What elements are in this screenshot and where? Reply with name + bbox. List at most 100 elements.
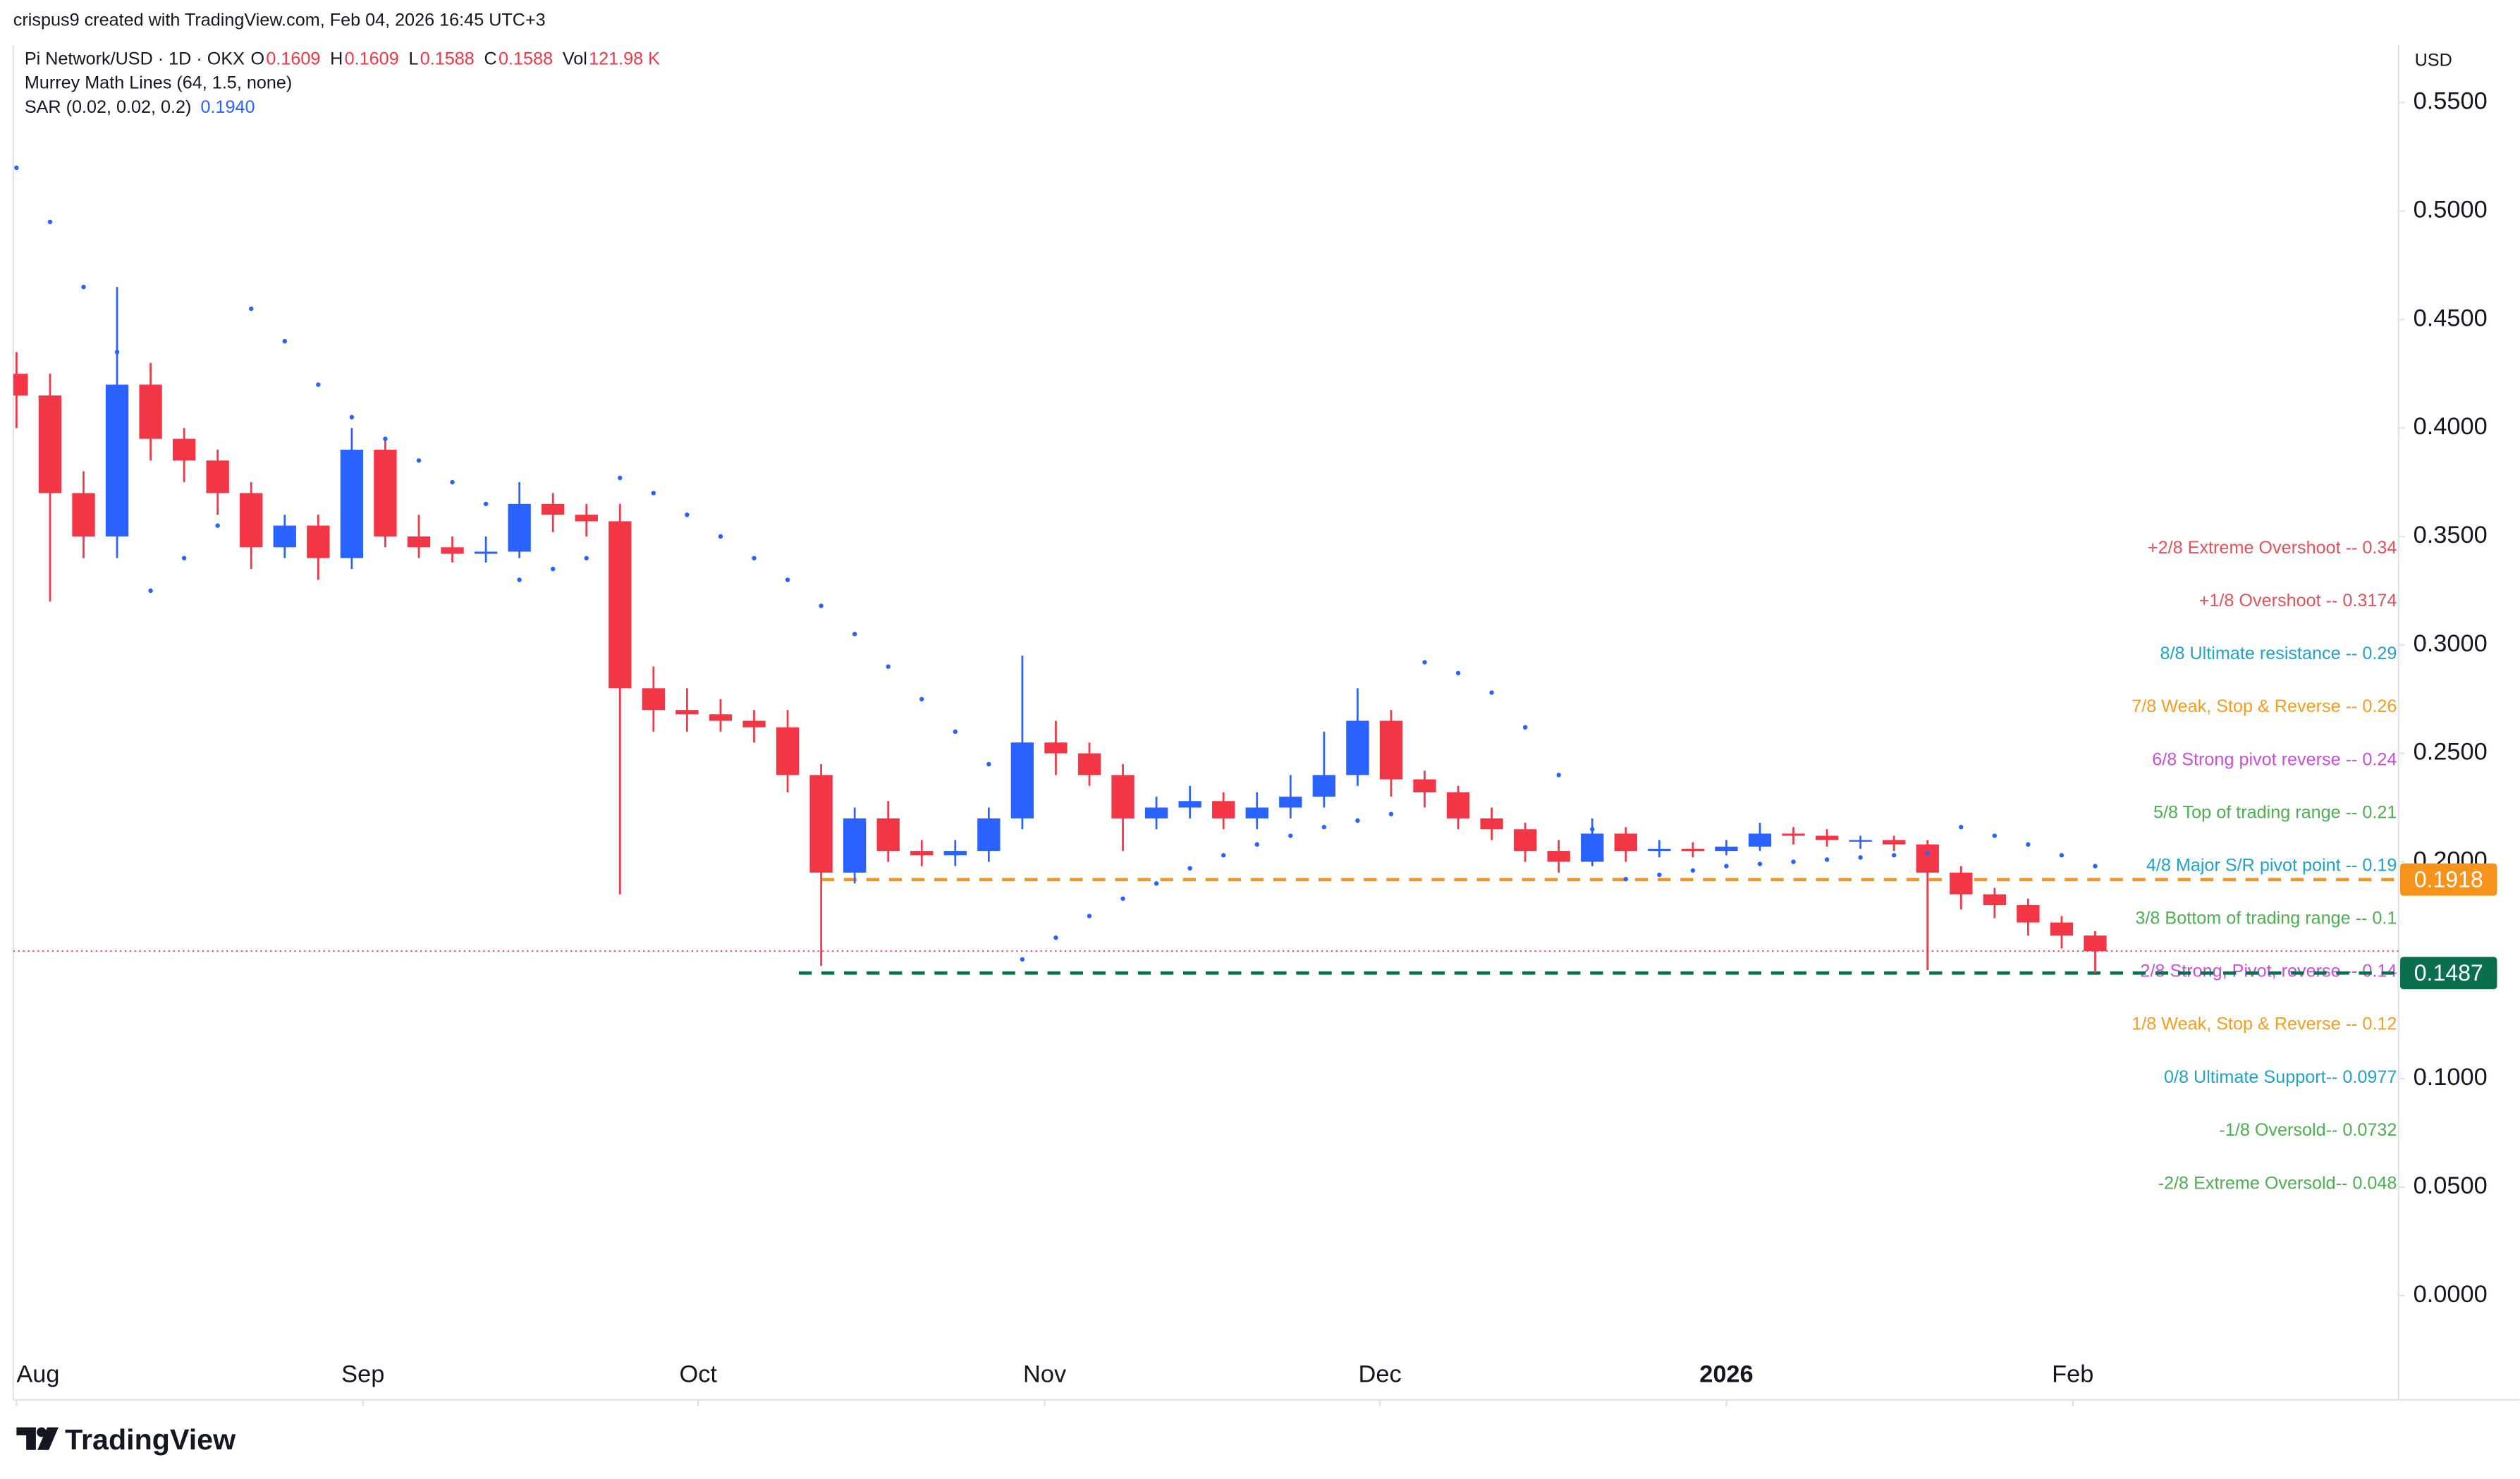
candle-body [575, 515, 598, 522]
sar-dot [1959, 825, 1964, 830]
candle-body [977, 818, 1001, 852]
candle-body [172, 438, 196, 461]
candle-body [1346, 720, 1369, 775]
y-tick-label: 0.0000 [2414, 1281, 2488, 1308]
sar-dot [618, 475, 623, 481]
candle-body [742, 720, 766, 728]
candle-body [72, 493, 95, 536]
candle-body [1849, 840, 1872, 842]
sar-dot [1824, 857, 1830, 862]
sar-dot [1522, 725, 1528, 730]
sar-dot [517, 577, 522, 582]
sar-dot [718, 534, 723, 539]
sar-dot [1053, 935, 1058, 940]
sar-dot [1120, 896, 1125, 901]
sar-dot [1623, 876, 1628, 882]
credit: crispus9 created with TradingView.com, F… [13, 10, 546, 30]
y-tick-label: 0.1000 [2414, 1064, 2488, 1091]
ohlc-key: O [251, 49, 265, 68]
murrey-label: 0/8 Ultimate Support-- 0.0977 [2164, 1067, 2397, 1087]
indicator-murrey: Murrey Math Lines (64, 1.5, none) [25, 73, 292, 93]
sar-dot [1355, 818, 1360, 823]
ohlc-value: 0.1588 [499, 49, 553, 68]
sar-dot [249, 306, 254, 312]
currency: USD [2415, 51, 2452, 70]
sar-dot [819, 603, 824, 608]
sar-dot [1925, 850, 1930, 856]
sar-dot [550, 566, 556, 572]
ohlc-key: L [408, 49, 418, 68]
y-tick-label: 0.4000 [2414, 413, 2488, 440]
candle-body [240, 493, 263, 548]
sar-dot [2059, 853, 2065, 858]
plot: +2/8 Extreme Overshoot -- 0.34 +1/8 Overs… [13, 165, 2399, 1193]
candle-body [1883, 840, 1906, 845]
murrey-label: 5/8 Top of trading range -- 0.21 [2153, 802, 2397, 822]
murrey-label: +1/8 Overshoot -- 0.3174 [2199, 591, 2397, 610]
candle-body [340, 449, 364, 558]
sar-dot [1556, 773, 1561, 778]
candle-body [1916, 844, 1939, 873]
y-tick-label: 0.3500 [2414, 522, 2488, 548]
candle-body [1681, 848, 1705, 852]
sar-dot [986, 761, 991, 767]
candle-body [474, 551, 498, 554]
candle-body [139, 384, 162, 439]
sar-dot [1321, 825, 1327, 830]
candle-body [1782, 833, 1805, 836]
candle-body [910, 851, 934, 856]
candle-body [776, 727, 800, 775]
candle-body [1144, 807, 1168, 818]
candle-body [1178, 801, 1201, 808]
murrey-label: +2/8 Extreme Overshoot -- 0.34 [2148, 538, 2397, 558]
x-tick-label: 2026 [1699, 1361, 1753, 1387]
sar-dot [2093, 864, 2098, 869]
ohlc-key: H [330, 49, 343, 68]
sar-dot [316, 382, 321, 387]
level-badge-label: 0.1487 [2414, 960, 2483, 986]
sar-dot [1657, 872, 1662, 878]
sar-dot [282, 338, 288, 344]
sar-dot [1288, 833, 1293, 838]
candle-body [1581, 833, 1604, 862]
ohlc-key: C [484, 49, 497, 68]
candle-body [709, 714, 733, 721]
candle-body [2050, 922, 2074, 936]
murrey-label: 1/8 Weak, Stop & Reverse -- 0.12 [2131, 1014, 2397, 1034]
sar-dot [47, 219, 53, 225]
sar-dot [1992, 833, 1998, 838]
sar-dot [14, 165, 19, 171]
sar-dot [1087, 914, 1092, 919]
candle-body [1379, 720, 1403, 780]
sar-dot [349, 415, 355, 419]
sar-dot [584, 556, 589, 560]
x-tick-label: Aug [16, 1361, 59, 1387]
x-tick-label: Nov [1023, 1361, 1067, 1387]
candle-body [809, 775, 833, 873]
sar-dot [1791, 859, 1796, 864]
candle-body [1446, 792, 1470, 818]
candle-body [273, 525, 296, 548]
sar-dot [651, 491, 656, 496]
sar-dot [1590, 827, 1595, 832]
sar-dot [852, 632, 857, 637]
candle-body [1245, 807, 1268, 818]
candle-body [843, 818, 867, 873]
sar-dot [483, 501, 489, 507]
candle-body [307, 525, 330, 558]
candle-body [38, 395, 62, 493]
sar-dot [148, 588, 153, 594]
sar-dot [181, 556, 187, 560]
x-tick-label: Dec [1359, 1361, 1402, 1387]
level-badge-label: 0.1918 [2414, 866, 2483, 892]
sar-dot [1757, 861, 1763, 866]
level-badge [2400, 957, 2497, 990]
candle-body [1212, 801, 1235, 818]
murrey-label: 3/8 Bottom of trading range -- 0.1 [2135, 909, 2397, 928]
y-tick-label: 0.5500 [2414, 88, 2488, 115]
sar-dot [1489, 690, 1494, 695]
candle-body [1815, 835, 1839, 840]
candle-body [642, 688, 666, 711]
